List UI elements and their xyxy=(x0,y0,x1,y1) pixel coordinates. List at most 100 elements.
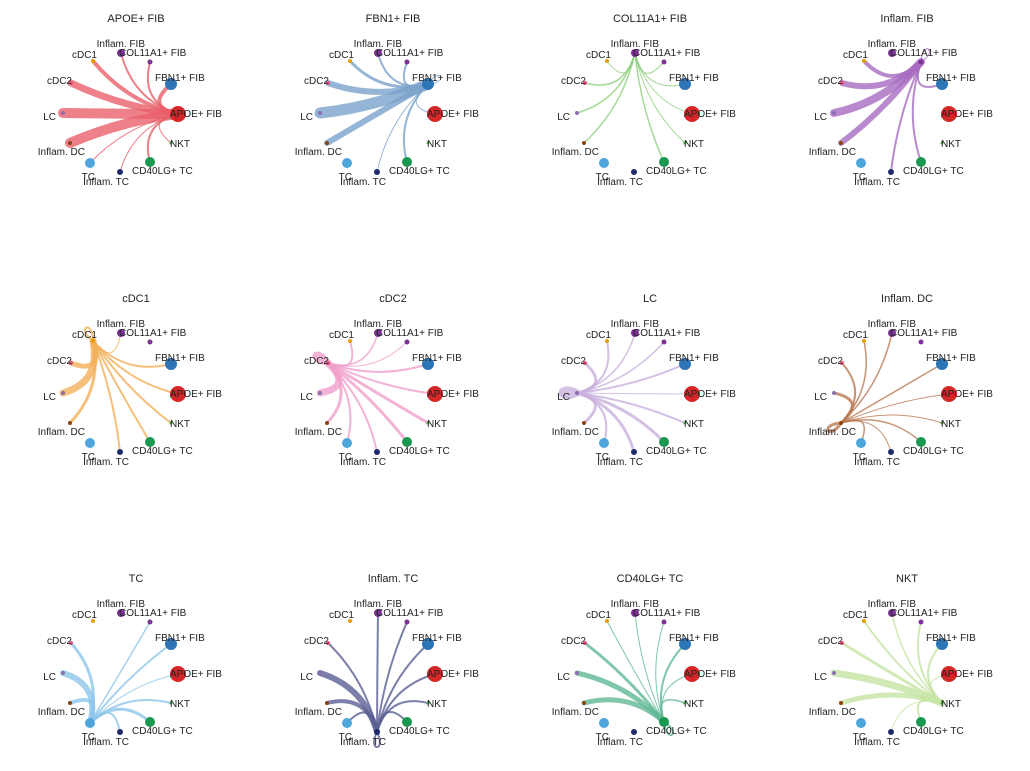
edge-inflam-tc-to-tc xyxy=(346,711,378,733)
node-cdc2 xyxy=(69,361,73,365)
node-lc xyxy=(832,111,836,115)
node-label-inflam-fib: Inflam. FIB xyxy=(868,39,917,50)
node-tc xyxy=(599,158,609,168)
edge-cdc2-to-fbn1-plus-fib xyxy=(327,362,429,373)
node-label-col11a1-plus-fib: COL11A1+ FIB xyxy=(376,328,444,339)
node-inflam-dc xyxy=(325,141,329,145)
node-apoe-plus-fib xyxy=(427,666,443,682)
node-inflam-dc xyxy=(325,421,329,425)
node-cdc2 xyxy=(840,361,844,365)
node-nkt xyxy=(169,421,173,425)
node-label-col11a1-plus-fib: COL11A1+ FIB xyxy=(890,328,958,339)
node-label-nkt: NKT xyxy=(427,419,447,430)
node-inflam-dc xyxy=(839,141,843,145)
node-label-inflam-fib: Inflam. FIB xyxy=(611,39,660,50)
node-inflam-fib xyxy=(661,59,667,65)
node-label-nkt: NKT xyxy=(427,699,447,710)
node-label-cdc1: cDC1 xyxy=(72,610,97,621)
panel-title: Inflam. TC xyxy=(368,573,419,585)
node-inflam-fib xyxy=(147,59,153,65)
node-label-tc: TC xyxy=(853,172,866,183)
node-cd40lg-plus-tc xyxy=(659,717,669,727)
node-inflam-fib xyxy=(147,619,153,625)
node-col11a1-plus-fib xyxy=(374,329,382,337)
node-cd40lg-plus-tc xyxy=(402,437,412,447)
node-apoe-plus-fib xyxy=(427,386,443,402)
node-cdc2 xyxy=(583,361,587,365)
node-inflam-fib xyxy=(147,339,153,345)
node-label-nkt: NKT xyxy=(941,699,961,710)
node-label-apoe-plus-fib: APOE+ FIB xyxy=(941,109,993,120)
node-label-nkt: NKT xyxy=(170,419,190,430)
node-lc xyxy=(61,391,65,395)
panel-col11a1-plus-fib: COL11A1+ FIB APOE+ FIB FBN1+ FIB COL11A1+ F… xyxy=(552,13,737,188)
node-cd40lg-plus-tc xyxy=(916,717,926,727)
panel-title: Inflam. FIB xyxy=(880,13,933,25)
node-tc xyxy=(85,718,95,728)
node-cdc2 xyxy=(840,81,844,85)
node-inflam-fib xyxy=(404,59,410,65)
node-lc xyxy=(318,111,322,115)
node-label-nkt: NKT xyxy=(941,139,961,150)
node-label-lc: LC xyxy=(300,392,313,403)
node-lc xyxy=(575,391,579,395)
node-label-col11a1-plus-fib: COL11A1+ FIB xyxy=(119,328,187,339)
node-fbn1-plus-fib xyxy=(165,358,177,370)
node-label-inflam-fib: Inflam. FIB xyxy=(97,39,146,50)
node-cdc1 xyxy=(862,59,866,63)
node-label-cd40lg-plus-tc: CD40LG+ TC xyxy=(646,726,707,737)
nodes xyxy=(318,49,443,175)
node-label-apoe-plus-fib: APOE+ FIB xyxy=(427,669,479,680)
node-label-col11a1-plus-fib: COL11A1+ FIB xyxy=(376,608,444,619)
edge-col11a1-plus-fib-to-inflam-dc xyxy=(583,52,636,144)
nodes xyxy=(318,329,443,455)
node-label-inflam-dc: Inflam. DC xyxy=(295,427,342,438)
node-inflam-dc xyxy=(68,701,72,705)
edge-lc-to-inflam-dc xyxy=(575,391,597,425)
edge-col11a1-plus-fib-to-nkt xyxy=(634,52,686,144)
node-tc xyxy=(856,718,866,728)
node-label-cd40lg-plus-tc: CD40LG+ TC xyxy=(389,166,450,177)
node-nkt xyxy=(426,421,430,425)
node-tc xyxy=(856,438,866,448)
node-inflam-tc xyxy=(374,729,380,735)
node-inflam-dc xyxy=(839,701,843,705)
node-inflam-tc xyxy=(374,449,380,455)
edge-inflam-tc-to-col11a1-plus-fib xyxy=(376,612,379,733)
node-fbn1-plus-fib xyxy=(165,638,177,650)
node-label-cd40lg-plus-tc: CD40LG+ TC xyxy=(903,726,964,737)
node-cd40lg-plus-tc xyxy=(145,157,155,167)
node-label-cdc1: cDC1 xyxy=(329,610,354,621)
edge-col11a1-plus-fib-to-cd40lg-plus-tc xyxy=(634,52,665,163)
node-label-nkt: NKT xyxy=(170,139,190,150)
edge-cdc2-to-apoe-plus-fib xyxy=(327,362,436,395)
node-lc xyxy=(61,111,65,115)
node-fbn1-plus-fib xyxy=(679,78,691,90)
node-label-cdc1: cDC1 xyxy=(586,330,611,341)
nodes xyxy=(61,609,186,735)
node-lc xyxy=(318,671,322,675)
node-cdc2 xyxy=(326,81,330,85)
node-lc xyxy=(61,671,65,675)
node-label-inflam-fib: Inflam. FIB xyxy=(611,319,660,330)
node-label-fbn1-plus-fib: FBN1+ FIB xyxy=(926,353,976,364)
edge-cdc1-to-nkt xyxy=(92,340,172,424)
node-cd40lg-plus-tc xyxy=(916,157,926,167)
node-fbn1-plus-fib xyxy=(165,78,177,90)
edge-cdc2-to-cdc2 xyxy=(312,351,331,366)
node-inflam-tc xyxy=(888,169,894,175)
edge-cdc2-to-tc xyxy=(327,362,352,444)
node-label-lc: LC xyxy=(43,672,56,683)
node-label-cdc2: cDC2 xyxy=(561,76,586,87)
node-inflam-fib xyxy=(918,339,924,345)
node-label-inflam-fib: Inflam. FIB xyxy=(868,599,917,610)
node-cdc1 xyxy=(862,619,866,623)
node-label-cdc1: cDC1 xyxy=(72,330,97,341)
node-label-lc: LC xyxy=(814,672,827,683)
edge-cdc2-to-nkt xyxy=(326,361,430,425)
node-label-col11a1-plus-fib: COL11A1+ FIB xyxy=(633,608,701,619)
